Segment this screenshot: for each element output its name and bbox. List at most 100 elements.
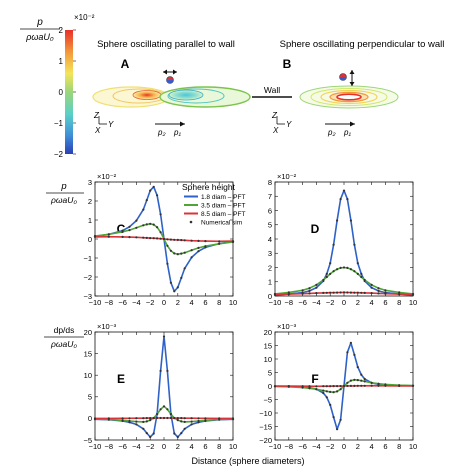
sim-point	[398, 293, 401, 296]
y-tick-label: 1	[88, 216, 92, 225]
axis-letter-x: X	[94, 126, 101, 135]
sim-point	[342, 291, 346, 294]
series-line-green	[274, 266, 414, 295]
sim-point	[356, 366, 359, 369]
x-tick-label: −8	[105, 298, 114, 307]
sim-point	[377, 292, 380, 295]
sim-point	[183, 267, 186, 270]
sim-point	[173, 252, 176, 255]
sim-point	[325, 396, 328, 399]
x-tick-label: −8	[105, 442, 114, 451]
x-tick-label: −4	[132, 298, 141, 307]
sim-point	[156, 194, 159, 197]
sim-point	[173, 432, 176, 435]
sim-point	[231, 417, 235, 420]
y-tick-label: 5	[268, 221, 272, 230]
sim-point	[329, 385, 332, 388]
sim-point	[93, 417, 97, 420]
panel-a-letter: A	[121, 57, 130, 71]
panel-b-letter: B	[283, 57, 292, 71]
sim-point	[339, 385, 342, 388]
p1-label: p₁	[173, 128, 181, 137]
sim-point	[176, 419, 179, 422]
sim-point	[159, 408, 162, 411]
sim-point	[370, 384, 373, 387]
sim-point	[145, 223, 148, 226]
y-tick-label: 6	[268, 206, 272, 215]
sim-point	[159, 416, 162, 420]
sim-point	[197, 250, 200, 253]
panel-letter: D	[311, 222, 320, 236]
row2-ylabel-num: dp/ds	[54, 325, 75, 335]
sim-point	[183, 420, 186, 423]
sim-point	[176, 253, 179, 256]
panel-letter: E	[117, 372, 125, 386]
double-arrow-vertical-icon	[349, 70, 355, 86]
sim-point	[176, 435, 179, 439]
sim-point	[301, 292, 304, 295]
sim-point	[145, 199, 148, 202]
y-tick-label: −5	[83, 436, 92, 445]
sim-point	[349, 379, 352, 382]
sim-point	[411, 384, 415, 387]
y-tick-label: 0	[268, 292, 272, 301]
sim-point	[336, 385, 339, 388]
x-tick-label: −4	[312, 442, 321, 451]
sim-point	[377, 287, 380, 290]
chart-panel-e: −10 −8 −6 −4 −2 0 2 4 6 8 10 −5 0 5 10 15 20 ×10⁻³ E	[83, 322, 237, 451]
sim-point	[121, 419, 124, 422]
sim-point	[346, 266, 349, 269]
sim-point	[349, 219, 352, 222]
sim-point	[356, 384, 359, 387]
sim-point	[162, 335, 166, 338]
sim-point	[360, 272, 363, 275]
sim-point	[169, 413, 172, 416]
sim-point	[128, 417, 131, 420]
sim-point	[183, 417, 186, 420]
sim-point	[360, 291, 363, 294]
sim-point	[162, 405, 166, 408]
sim-point	[332, 391, 335, 394]
sim-point	[363, 380, 366, 383]
x-tick-label: −10	[269, 442, 282, 451]
panel-a-title: Sphere oscillating parallel to wall	[97, 39, 235, 50]
sim-point	[180, 417, 183, 420]
x-tick-label: −4	[132, 442, 141, 451]
sim-point	[145, 236, 148, 239]
sim-point	[121, 417, 124, 420]
legend-swatch	[189, 220, 193, 224]
sim-point	[190, 420, 193, 423]
sim-point	[346, 384, 349, 387]
sim-point	[301, 385, 304, 388]
sim-point	[149, 222, 152, 225]
sim-point	[204, 417, 207, 420]
y-tick-label: 2	[268, 263, 272, 272]
colorbar-label-den: ρωaU₀	[25, 32, 54, 42]
plot-frame	[94, 331, 234, 441]
y-tick-label: 5	[268, 368, 272, 377]
axis-exponent: ×10⁻³	[97, 322, 117, 331]
sim-point	[370, 283, 373, 286]
sim-point	[322, 385, 325, 388]
x-tick-label: 4	[190, 442, 194, 451]
sim-point	[142, 236, 145, 239]
sim-point	[156, 413, 159, 416]
x-tick-label: 4	[370, 442, 374, 451]
y-tick-label: 15	[264, 341, 272, 350]
sim-point	[135, 420, 138, 423]
sim-point	[353, 270, 356, 273]
sim-point	[336, 428, 339, 431]
x-tick-label: 10	[229, 442, 237, 451]
sim-point	[173, 238, 176, 241]
panel-letter: F	[311, 372, 318, 386]
sim-point	[325, 385, 328, 388]
sim-point	[142, 417, 145, 420]
axis-exponent: ×10⁻³	[277, 322, 297, 331]
sim-point	[398, 384, 401, 387]
row1-ylabel-num: p	[60, 181, 66, 192]
y-tick-label: 5	[88, 393, 92, 402]
sim-point	[325, 291, 328, 294]
sim-point	[121, 230, 124, 233]
